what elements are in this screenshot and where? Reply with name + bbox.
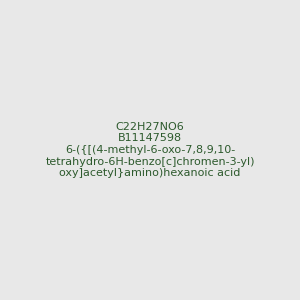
Text: C22H27NO6
B11147598
6-({[(4-methyl-6-oxo-7,8,9,10-
tetrahydro-6H-benzo[c]chromen: C22H27NO6 B11147598 6-({[(4-methyl-6-oxo… — [45, 122, 255, 178]
